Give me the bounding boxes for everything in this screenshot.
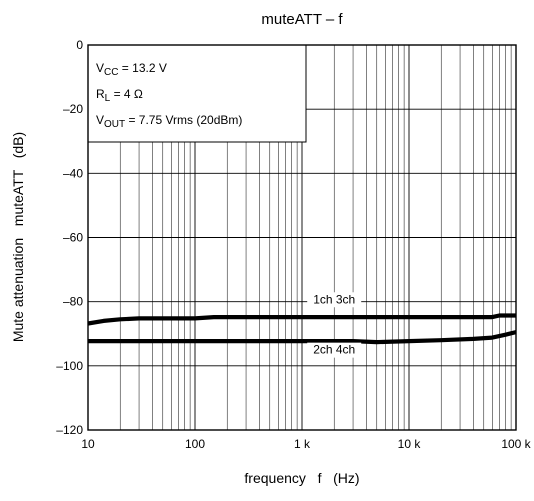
x-tick-label: 1 k bbox=[294, 437, 311, 451]
y-tick-label: –80 bbox=[63, 295, 83, 309]
x-tick-label: 100 bbox=[185, 437, 205, 451]
conditions-box: VCC = 13.2 V RL = 4 Ω VOUT = 7.75 Vrms (… bbox=[87, 44, 307, 143]
plot-frame bbox=[87, 44, 517, 431]
condition-vcc-sub: CC bbox=[104, 67, 118, 78]
x-tick-label: 100 k bbox=[501, 437, 531, 451]
series-layer bbox=[87, 313, 517, 345]
condition-rl-sub: L bbox=[105, 93, 111, 104]
y-tick-label: –120 bbox=[56, 423, 83, 437]
chart-title: muteATT – f bbox=[261, 11, 343, 28]
y-tick-label: 0 bbox=[76, 38, 83, 52]
x-tick-label: 10 bbox=[81, 437, 95, 451]
conditions-box-frame bbox=[87, 44, 307, 143]
condition-vout-main: V bbox=[96, 113, 104, 127]
condition-rl: RL = 4 Ω bbox=[96, 87, 143, 104]
condition-vout: VOUT = 7.75 Vrms (20dBm) bbox=[96, 113, 242, 130]
x-ticks: 10 100 1 k 10 k 100 k bbox=[81, 437, 531, 451]
y-tick-label: –100 bbox=[56, 359, 83, 373]
y-tick-label: –20 bbox=[63, 102, 83, 116]
y-tick-label: –60 bbox=[63, 231, 83, 245]
y-tick-label: –40 bbox=[63, 166, 83, 180]
series-line-2 bbox=[88, 330, 517, 345]
condition-vcc-main: V bbox=[96, 61, 104, 75]
y-ticks: 0 –20 –40 –60 –80 –100 –120 bbox=[56, 38, 83, 437]
x-tick-label: 10 k bbox=[398, 437, 422, 451]
condition-rl-main: R bbox=[96, 87, 105, 101]
series-label-bg bbox=[307, 342, 362, 358]
series-label-2: 2ch 4ch bbox=[313, 343, 355, 357]
y-axis-label: Mute attenuation muteATT (dB) bbox=[10, 132, 26, 342]
condition-rl-rest: = 4 Ω bbox=[110, 87, 143, 101]
condition-vcc: VCC = 13.2 V bbox=[96, 61, 167, 78]
condition-vout-rest: = 7.75 Vrms (20dBm) bbox=[125, 113, 242, 127]
series-line-1 bbox=[87, 313, 516, 326]
series-labels: 1ch 3ch 2ch 4ch bbox=[307, 292, 362, 358]
series-label-bg bbox=[307, 292, 362, 308]
condition-vout-sub: OUT bbox=[104, 119, 125, 130]
x-axis-label: frequency f (Hz) bbox=[244, 470, 359, 486]
series-label-1: 1ch 3ch bbox=[313, 292, 355, 306]
condition-vcc-rest: = 13.2 V bbox=[118, 61, 166, 75]
